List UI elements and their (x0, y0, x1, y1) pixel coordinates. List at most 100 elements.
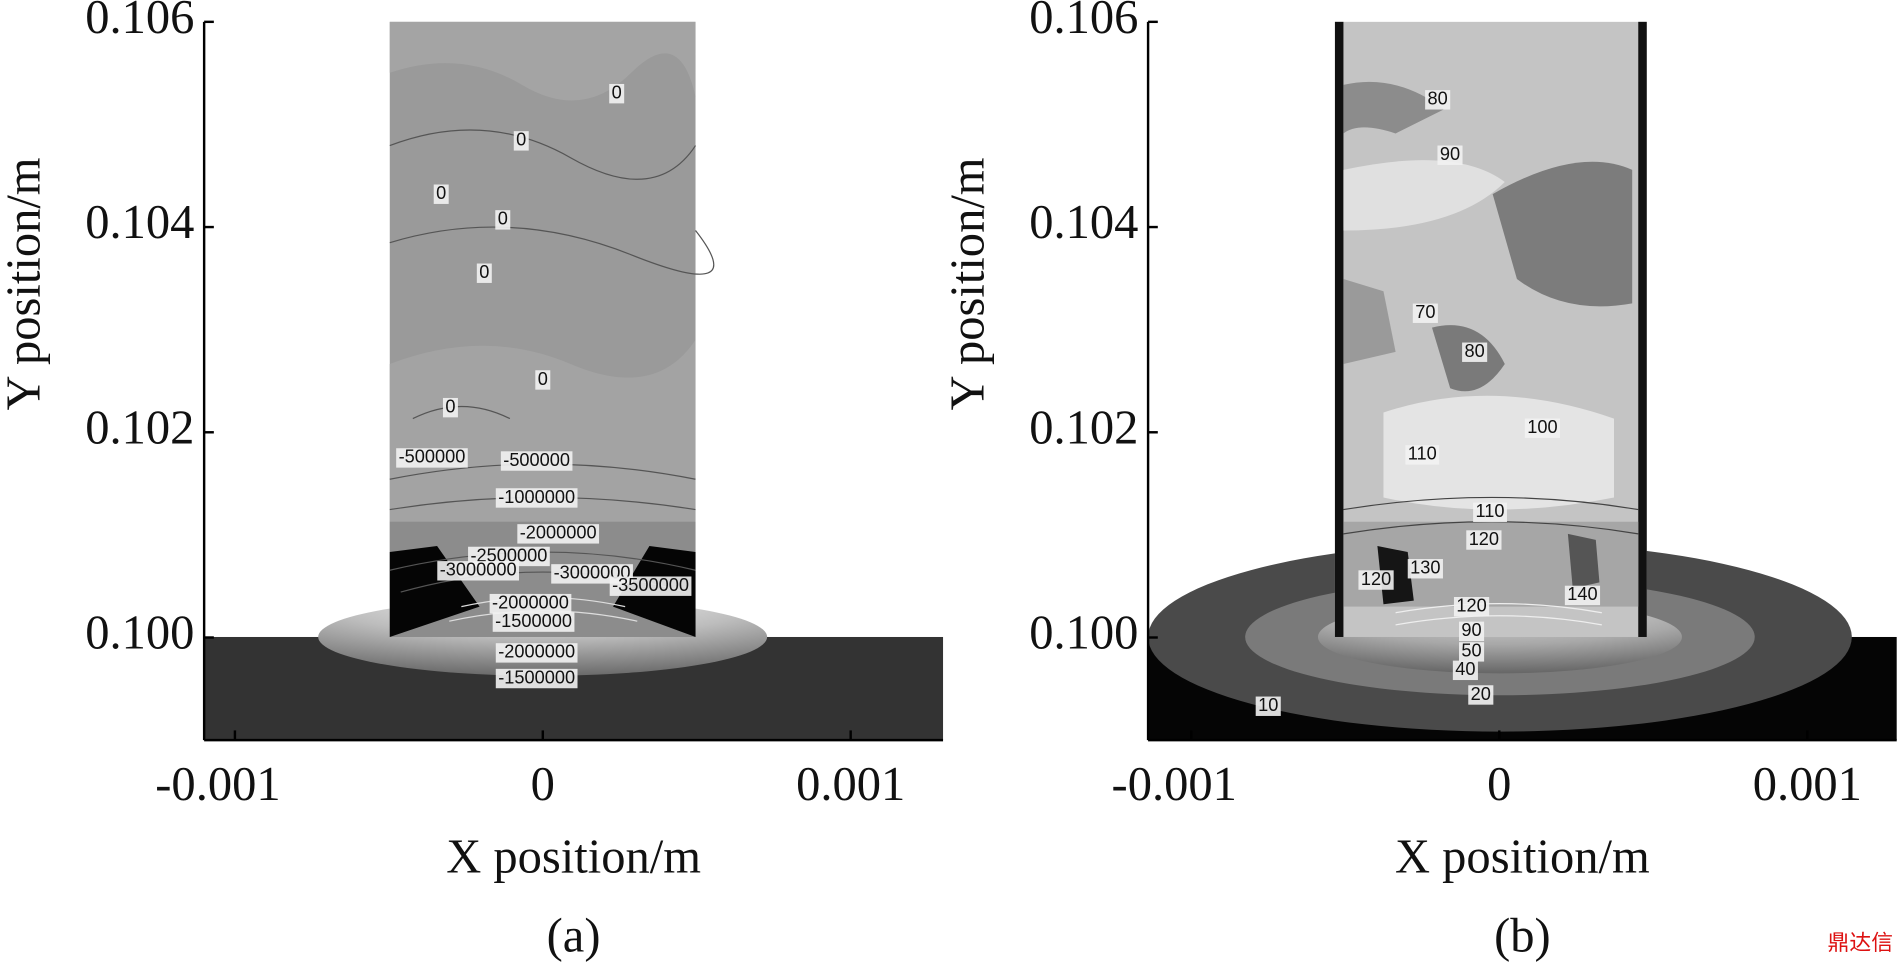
contour-label-text: 80 (1465, 341, 1485, 361)
y-axis-title: Y position/m (941, 157, 994, 410)
contour-label-bg (1466, 530, 1502, 550)
contour-label-bg (1407, 559, 1443, 579)
contour-label-text: -500000 (503, 450, 570, 470)
contour-label-bg (442, 397, 458, 418)
x-tick-label: -0.001 (155, 758, 280, 811)
contour-label: 120 (1358, 569, 1394, 590)
y-tick-label: 0.102 (85, 401, 194, 454)
contour-label-bg (1459, 621, 1485, 642)
contour-label: -2000000 (495, 642, 578, 663)
contour-label-bg (1412, 303, 1438, 323)
contour-label: 140 (1564, 584, 1601, 606)
contour-label-text: 40 (1455, 659, 1475, 679)
contour-label-bg (609, 83, 625, 104)
contour-label-bg (1452, 660, 1478, 681)
contour-label-bg (1468, 685, 1494, 705)
contour-label-bg (517, 524, 600, 544)
contour-label-text: 0 (436, 183, 446, 203)
panel-label: (b) (1494, 909, 1551, 962)
contour-label-bg (1437, 145, 1463, 165)
contour-label-bg (492, 612, 575, 632)
y-tick-label: 0.106 (85, 0, 194, 44)
contour-label: -1500000 (492, 611, 575, 632)
contour-label-text: 140 (1567, 584, 1597, 604)
x-tick-label: 0.001 (796, 758, 905, 811)
contour-label: -2000000 (517, 523, 600, 544)
contour-label: 110 (1473, 501, 1507, 523)
contour-label-text: 0 (498, 209, 508, 229)
contour-label-bg (495, 668, 578, 689)
contour-label: 10 (1255, 695, 1281, 716)
contour-label: 0 (442, 396, 458, 418)
contour-label-text: 10 (1258, 695, 1278, 715)
contour-label-text: 130 (1410, 558, 1440, 578)
contour-label-bg (437, 561, 520, 581)
contour-label-text: -1000000 (498, 487, 575, 507)
contour-label-text: -3000000 (440, 560, 517, 580)
y-tick-label: 0.106 (1029, 0, 1138, 44)
contour-label-bg (1462, 342, 1488, 362)
contour-label-text: -1500000 (495, 611, 572, 631)
y-tick-label: 0.104 (1029, 196, 1138, 249)
contour-label: 0 (535, 369, 551, 390)
contour-label: 130 (1407, 558, 1443, 579)
field-b (1148, 21, 1897, 741)
contour-label-bg (1524, 418, 1561, 438)
contour-label: -3500000 (609, 575, 692, 596)
contour-label: -1000000 (495, 487, 578, 508)
x-tick-label: -0.001 (1112, 758, 1237, 811)
contour-label-bg (535, 370, 551, 390)
y-tick-label: 0.100 (1029, 607, 1138, 660)
panel-label: (a) (547, 909, 601, 962)
contour-label-bg (489, 593, 572, 614)
contour-label-text: 0 (445, 396, 455, 416)
field-a (204, 21, 944, 741)
contour-label: 80 (1425, 89, 1451, 110)
contour-label-text: 0 (538, 369, 548, 389)
contour-label: 90 (1437, 144, 1463, 165)
contour-label-text: -2000000 (492, 592, 569, 612)
contour-label-text: 70 (1415, 302, 1435, 322)
contour-label-text: 120 (1361, 569, 1391, 589)
contour-label-bg (609, 576, 692, 596)
contour-label: -500000 (500, 450, 573, 471)
x-tick-label: 0 (1487, 758, 1511, 811)
contour-label-bg (1255, 696, 1281, 716)
contour-label: 0 (495, 209, 511, 230)
contour-label: 110 (1405, 444, 1440, 465)
x-axis-title: X position/m (446, 831, 701, 884)
watermark: 鼎达信 (1828, 931, 1894, 956)
contour-label: 50 (1459, 641, 1485, 662)
contour-label-text: 20 (1471, 684, 1491, 704)
contour-label: 40 (1452, 659, 1478, 681)
y-tick-label: 0.104 (85, 196, 194, 249)
contour-label-text: -500000 (399, 447, 466, 467)
contour-label-text: 50 (1461, 641, 1481, 661)
contour-label-bg (396, 448, 468, 468)
contour-label-text: -2000000 (498, 642, 575, 662)
contour-label: 0 (609, 82, 625, 104)
contour-label-text: 120 (1456, 596, 1486, 616)
contour-label-bg (495, 488, 578, 508)
contour-label: 120 (1466, 529, 1502, 550)
contour-label: 100 (1524, 417, 1561, 438)
contour-label-text: 110 (1476, 501, 1505, 521)
contour-label: 120 (1453, 596, 1490, 617)
contour-label-text: -3500000 (612, 575, 689, 595)
contour-label-bg (1459, 642, 1485, 662)
contour-label-text: 120 (1469, 529, 1499, 549)
x-tick-label: 0.001 (1753, 758, 1862, 811)
contour-label-text: 90 (1440, 144, 1460, 164)
contour-label-bg (476, 263, 492, 283)
contour-label: 70 (1412, 302, 1438, 323)
contour-label: -3000000 (437, 560, 520, 581)
y-tick-label: 0.102 (1029, 401, 1138, 454)
contour-label: 90 (1459, 620, 1485, 642)
contour-label-bg (495, 643, 578, 663)
contour-label-text: -2500000 (470, 545, 547, 565)
contour-label-bg (500, 451, 573, 471)
contour-label-bg (1358, 570, 1394, 590)
contour-label-text: -2000000 (520, 523, 597, 543)
contour-label: 0 (433, 183, 449, 204)
contour-label-bg (1473, 502, 1507, 523)
